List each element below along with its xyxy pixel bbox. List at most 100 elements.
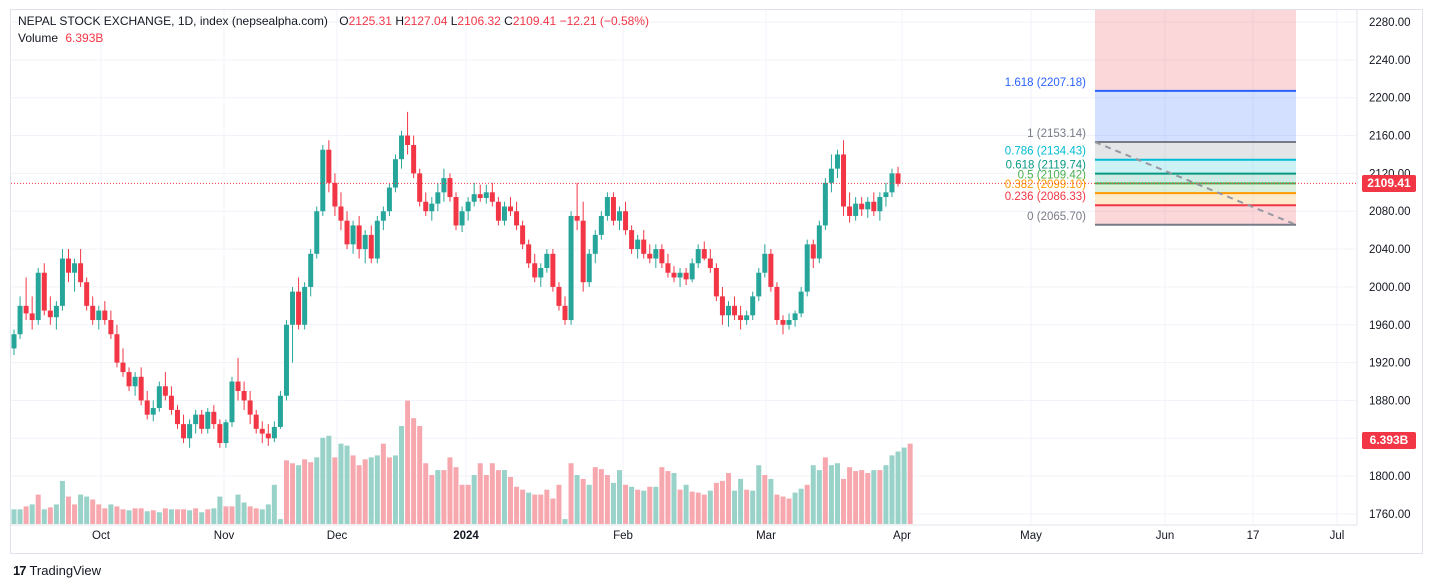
candle-body <box>380 211 386 221</box>
candle <box>738 305 744 330</box>
candle-body <box>277 395 283 427</box>
volume-bar <box>592 467 598 524</box>
candle <box>641 230 647 259</box>
candle-body <box>453 197 459 226</box>
last-price-badge: 2109.41 <box>1362 174 1416 192</box>
candle-body <box>11 334 17 349</box>
candle <box>235 357 241 401</box>
candle <box>405 111 411 155</box>
volume-bar <box>96 504 102 524</box>
candle-body <box>283 324 289 396</box>
volume-bar <box>344 445 350 524</box>
candle-body <box>641 239 647 254</box>
tradingview-logo[interactable]: 17 TradingView <box>13 563 101 578</box>
volume-bar <box>314 457 320 524</box>
overlays <box>11 141 1357 226</box>
candle <box>707 249 713 273</box>
price-tick-label: 1800.00 <box>1369 471 1411 483</box>
volume-badge: 6.393B <box>1362 432 1416 449</box>
volume-bar <box>568 463 574 524</box>
volume-label[interactable]: Volume <box>18 31 59 45</box>
candle <box>314 206 320 259</box>
candle-body <box>350 225 356 245</box>
candle <box>174 405 180 429</box>
volume-bar <box>441 470 447 524</box>
candle <box>665 253 671 278</box>
candle-body <box>53 305 59 318</box>
volume-bars <box>11 400 913 524</box>
fib-level-label: 0.236 (2086.33) <box>1005 191 1086 203</box>
candle-body <box>247 400 253 415</box>
candle <box>90 296 96 325</box>
candle-body <box>17 305 23 335</box>
candle-body <box>199 414 205 429</box>
candle <box>411 135 417 179</box>
candle-body <box>96 310 102 321</box>
volume-bar <box>453 467 459 524</box>
fib-zone <box>1095 173 1296 184</box>
candle-body <box>150 408 156 415</box>
candle <box>374 215 380 264</box>
volume-bar <box>683 484 689 524</box>
fib-level-label: 0.382 (2099.10) <box>1005 179 1086 191</box>
volume-bar <box>259 509 265 524</box>
candle <box>441 168 447 202</box>
volume-bar <box>574 475 580 524</box>
candle-body <box>90 305 96 321</box>
candle <box>713 263 719 302</box>
candle <box>501 201 507 226</box>
symbol-title[interactable]: NEPAL STOCK EXCHANGE, 1D, index (nepseal… <box>18 14 328 28</box>
candle <box>283 320 289 401</box>
candle-body <box>120 362 126 373</box>
candle-body <box>774 286 780 321</box>
candle-body <box>780 320 786 325</box>
candle <box>834 149 840 179</box>
volume-bar <box>374 455 380 524</box>
candle <box>181 414 187 444</box>
candle-body <box>108 320 114 335</box>
candle-body <box>114 334 120 363</box>
candle <box>732 296 738 321</box>
candle-body <box>126 372 132 387</box>
candle <box>47 296 53 325</box>
volume-bar <box>834 463 840 524</box>
candle-body <box>707 258 713 268</box>
volume-bar <box>368 457 374 524</box>
volume-bar <box>792 492 798 524</box>
candle <box>750 291 756 321</box>
volume-bar <box>447 457 453 524</box>
candle-body <box>514 211 520 226</box>
volume-bar <box>150 510 156 524</box>
candle <box>477 184 483 202</box>
volume-bar <box>59 480 65 524</box>
volume-bar <box>302 459 308 524</box>
fib-level-label: 1.618 (2207.18) <box>1005 77 1086 89</box>
candle <box>768 249 774 292</box>
high-value: 2127.04 <box>404 14 448 28</box>
candle-body <box>187 424 193 439</box>
candle-body <box>326 149 332 183</box>
volume-bar <box>338 443 344 524</box>
candle <box>556 282 562 311</box>
candle <box>719 286 725 325</box>
trend-line <box>1094 141 1297 226</box>
candle <box>725 301 731 327</box>
candle-body <box>429 203 435 212</box>
candle <box>544 249 550 273</box>
fib-level-label: 0.786 (2134.43) <box>1005 146 1086 158</box>
volume-bar <box>629 486 635 524</box>
candle <box>338 192 344 231</box>
open-key: O <box>339 14 349 28</box>
volume-bar <box>871 470 877 524</box>
volume-bar <box>417 426 423 524</box>
volume-bar <box>205 509 211 524</box>
candle-body <box>532 263 538 278</box>
candle-body <box>314 211 320 254</box>
candle <box>132 372 138 396</box>
volume-bar <box>78 494 84 524</box>
candle <box>156 381 162 412</box>
candle-body <box>386 187 392 212</box>
candle-body <box>332 182 338 207</box>
candle-body <box>174 409 180 425</box>
